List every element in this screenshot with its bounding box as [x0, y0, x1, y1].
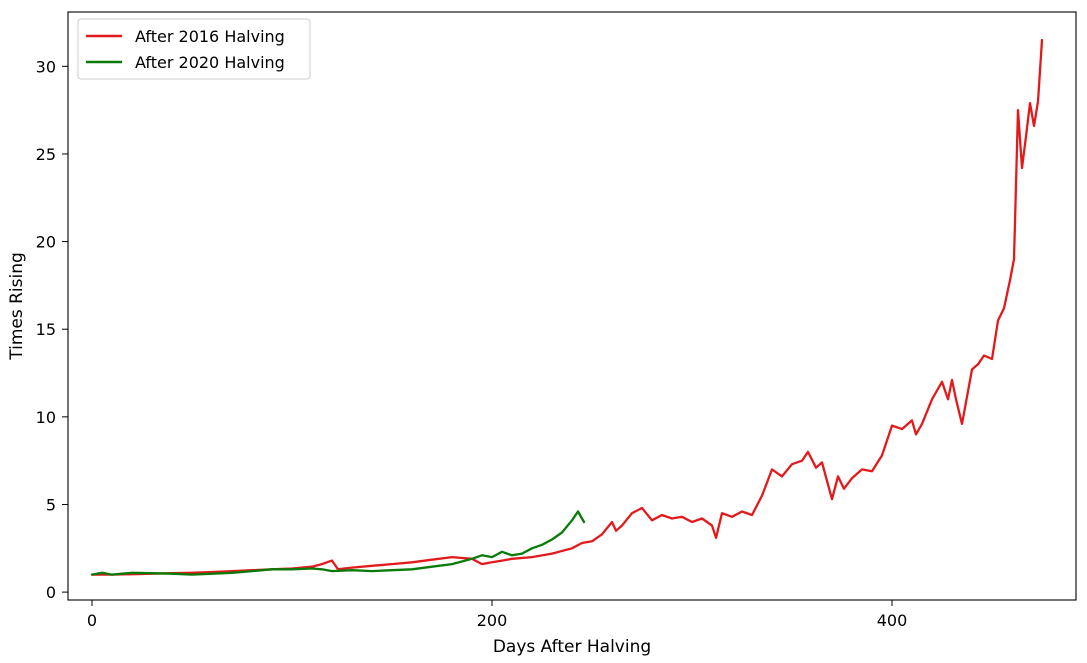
y-tick-label: 0 [46, 583, 56, 602]
series-layer [90, 38, 1044, 576]
y-tick-label: 10 [36, 408, 56, 427]
legend-label-2020: After 2020 Halving [135, 53, 285, 72]
legend-label-2016: After 2016 Halving [135, 27, 285, 46]
legend-box [77, 18, 311, 80]
x-tick-label: 400 [877, 611, 908, 630]
x-tick-label: 200 [477, 611, 508, 630]
y-tick-label: 15 [36, 320, 56, 339]
y-tick-label: 30 [36, 57, 56, 76]
series-line-1 [90, 510, 586, 576]
x-tick-label: 0 [87, 611, 97, 630]
series-line-0 [90, 38, 1044, 576]
legend: After 2016 Halving After 2020 Halving [77, 18, 311, 80]
y-tick-label: 5 [46, 495, 56, 514]
y-axis-label: Times Rising [7, 252, 27, 361]
y-tick-label: 20 [36, 233, 56, 252]
y-axis: 0 5 10 15 20 25 30 [36, 57, 68, 602]
plot-frame [67, 11, 1077, 601]
x-axis: 0 200 400 [87, 600, 907, 630]
y-tick-label: 25 [36, 145, 56, 164]
x-axis-label: Days After Halving [493, 637, 651, 657]
